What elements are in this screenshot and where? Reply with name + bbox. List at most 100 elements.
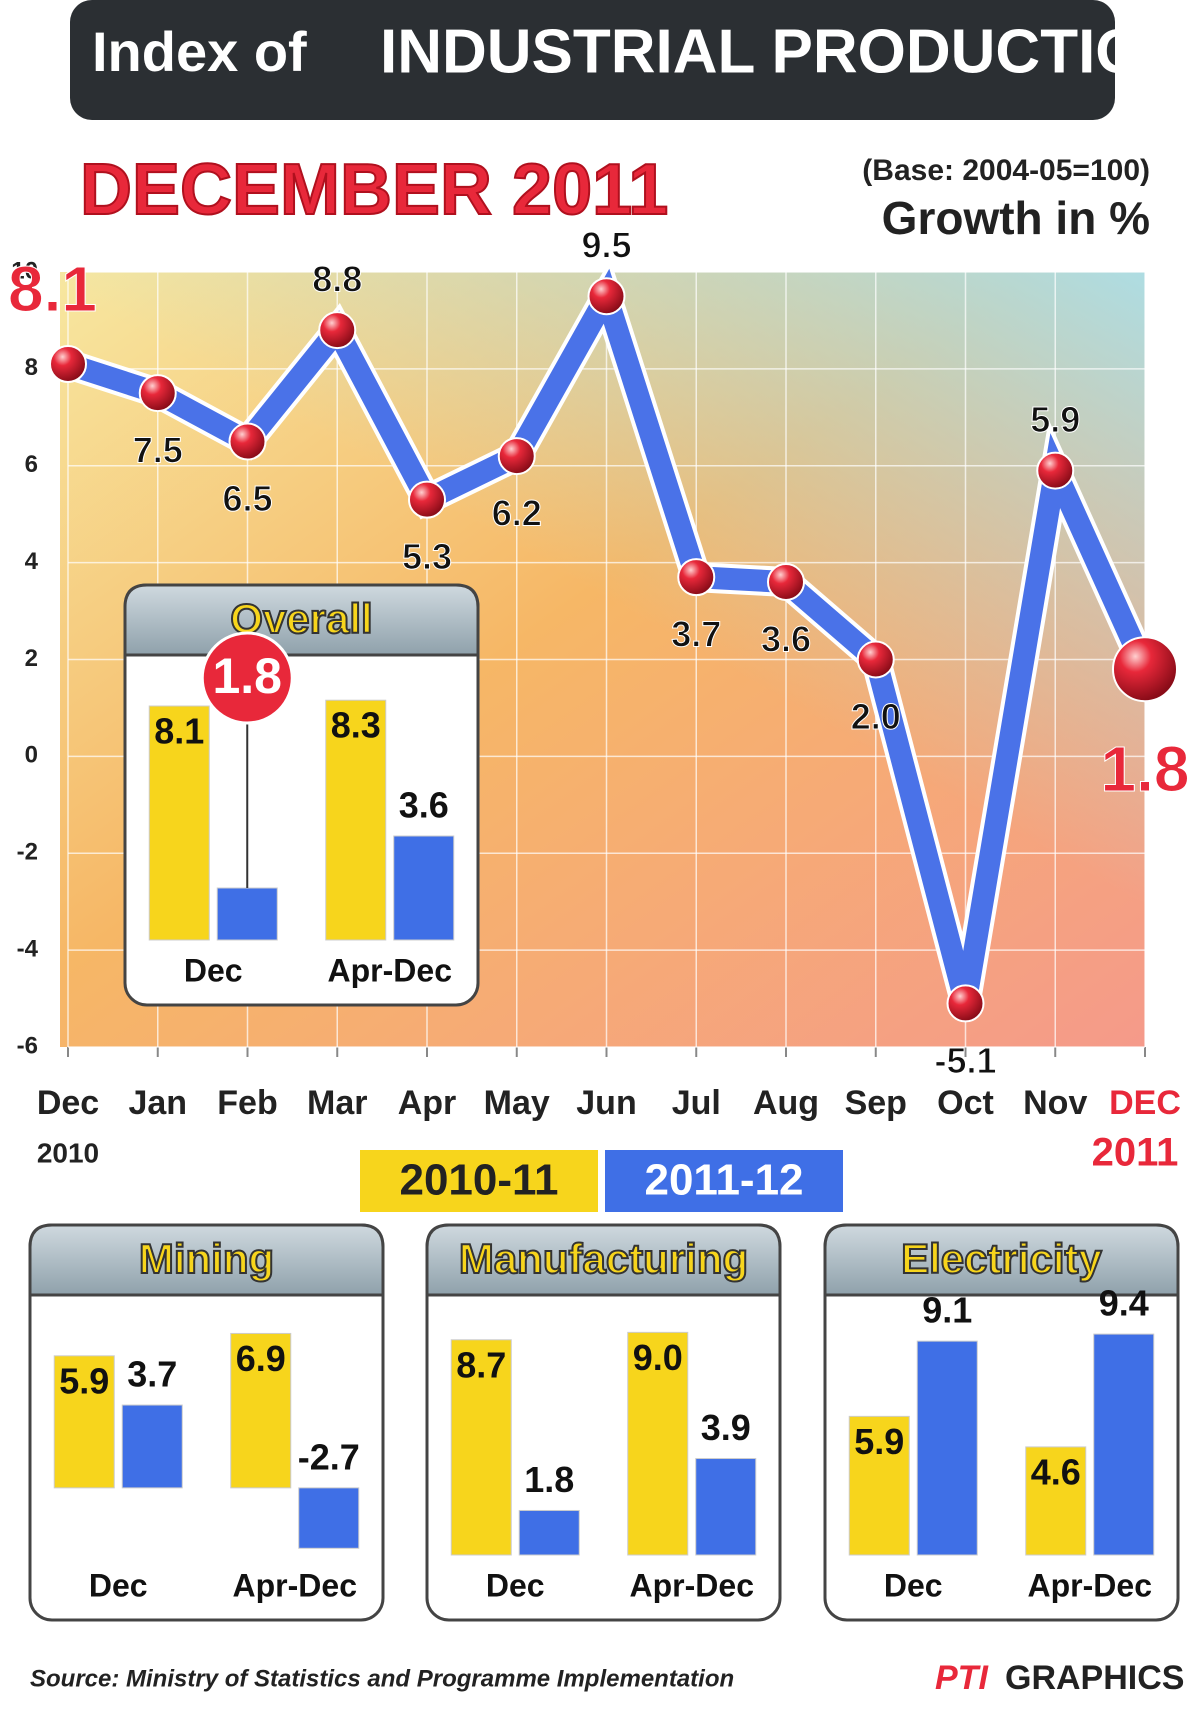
y-tick-label: -4 [17, 935, 39, 962]
panel-title: Manufacturing [459, 1235, 748, 1282]
x-tick-label: Dec [37, 1084, 99, 1122]
x-tick-label: Nov [1023, 1084, 1087, 1122]
point [946, 984, 985, 1023]
point [1036, 451, 1075, 490]
point [49, 345, 87, 384]
bar [450, 1339, 512, 1556]
value-label: -5.1 [934, 1040, 996, 1081]
brand: PTI [935, 1659, 989, 1697]
value-label: 8.1 [8, 253, 97, 325]
value-label: 3.6 [761, 619, 811, 660]
value-label: 6.2 [492, 493, 542, 534]
panel-head [823, 1223, 1180, 1297]
x-tick-label: Jul [672, 1084, 721, 1122]
bar [848, 1415, 910, 1556]
panel-head [28, 1223, 385, 1297]
bar [325, 699, 387, 941]
x-tick-label: Dec [486, 1567, 545, 1603]
bar [695, 1458, 757, 1556]
value-label: 4.6 [1031, 1451, 1081, 1492]
y-tick-label: 6 [25, 451, 38, 478]
x-tick-label: DEC [1109, 1084, 1181, 1122]
base-note: (Base: 2004-05=100) [862, 154, 1150, 187]
x-tick-label: May [484, 1084, 550, 1122]
panel-head [425, 1223, 782, 1297]
start-year: 2010 [37, 1137, 99, 1168]
x-tick-label: Apr-Dec [328, 952, 452, 988]
y-tick-label: 0 [25, 742, 38, 769]
point [677, 558, 716, 597]
bar [53, 1355, 115, 1489]
point [1112, 636, 1178, 703]
y-tick-label: 2 [25, 645, 38, 672]
point [767, 563, 805, 601]
value-label: 9.4 [1099, 1283, 1149, 1324]
bar [230, 1332, 292, 1489]
x-tick-label: Dec [884, 1567, 943, 1603]
panel-head [123, 583, 480, 657]
bar [393, 835, 455, 941]
point [408, 480, 446, 519]
y-tick-label: -6 [17, 1032, 38, 1059]
point [856, 640, 895, 679]
value-label: 5.9 [59, 1360, 109, 1401]
panel-title: Overall [230, 595, 372, 642]
value-label: 8.8 [312, 259, 362, 300]
value-label: 9.5 [581, 225, 631, 266]
point [138, 374, 177, 413]
x-tick-label: Dec [89, 1567, 148, 1603]
bar [121, 1404, 183, 1489]
y-axis-title: Growth in % [882, 192, 1150, 244]
value-label: 3.7 [671, 614, 721, 655]
x-tick-label: Aug [753, 1084, 819, 1122]
value-label: 8.7 [456, 1344, 506, 1385]
value-label: 5.9 [854, 1421, 904, 1462]
y-tick-label: 10 [11, 257, 38, 284]
value-label: 5.3 [402, 536, 452, 577]
legend-swatch [360, 1150, 598, 1212]
legend-label: 2011-12 [644, 1156, 803, 1205]
x-tick-label: Sep [845, 1084, 907, 1122]
header-box [70, 0, 1115, 120]
bar [216, 887, 278, 941]
subtitle: DECEMBER 2011 [80, 150, 668, 230]
point [587, 277, 626, 316]
x-tick-label: Apr [398, 1084, 457, 1122]
value-label: 6.9 [236, 1338, 286, 1379]
point [228, 422, 267, 461]
value-label: 1.8 [212, 648, 282, 704]
value-label: 2.0 [851, 696, 901, 737]
value-label: -2.7 [298, 1436, 360, 1477]
x-tick-label: Dec [184, 952, 243, 988]
panel-title: Mining [139, 1235, 274, 1282]
legend-label: 2010-11 [399, 1156, 558, 1205]
title: INDUSTRIAL PRODUCTION [380, 17, 1188, 86]
bar [1025, 1446, 1087, 1556]
x-tick-label: Jun [576, 1084, 636, 1122]
value-label: 8.3 [331, 705, 381, 746]
x-tick-label: Apr-Dec [630, 1567, 754, 1603]
x-tick-label: Apr-Dec [1028, 1567, 1152, 1603]
value-label: 3.9 [701, 1407, 751, 1448]
value-label: 9.1 [922, 1290, 972, 1331]
end-year: 2011 [1092, 1131, 1179, 1175]
panel-title: Electricity [901, 1235, 1102, 1282]
bar [518, 1509, 580, 1556]
x-tick-label: Oct [937, 1084, 994, 1122]
x-tick-label: Jan [128, 1084, 187, 1122]
bar [916, 1340, 978, 1556]
bar [148, 705, 210, 941]
source: Source: Ministry of Statistics and Progr… [30, 1665, 734, 1692]
value-label: 6.5 [222, 478, 272, 519]
x-tick-label: Feb [217, 1084, 277, 1122]
brand-suffix: GRAPHICS [1005, 1659, 1184, 1697]
title-prefix: Index of [92, 20, 307, 83]
x-tick-label: Apr-Dec [233, 1567, 357, 1603]
y-tick-label: 4 [25, 548, 39, 575]
value-label: 3.7 [127, 1354, 177, 1395]
bar [298, 1487, 360, 1549]
value-label: 1.8 [524, 1459, 574, 1500]
value-label: 3.6 [399, 785, 449, 826]
legend-swatch [605, 1150, 843, 1212]
